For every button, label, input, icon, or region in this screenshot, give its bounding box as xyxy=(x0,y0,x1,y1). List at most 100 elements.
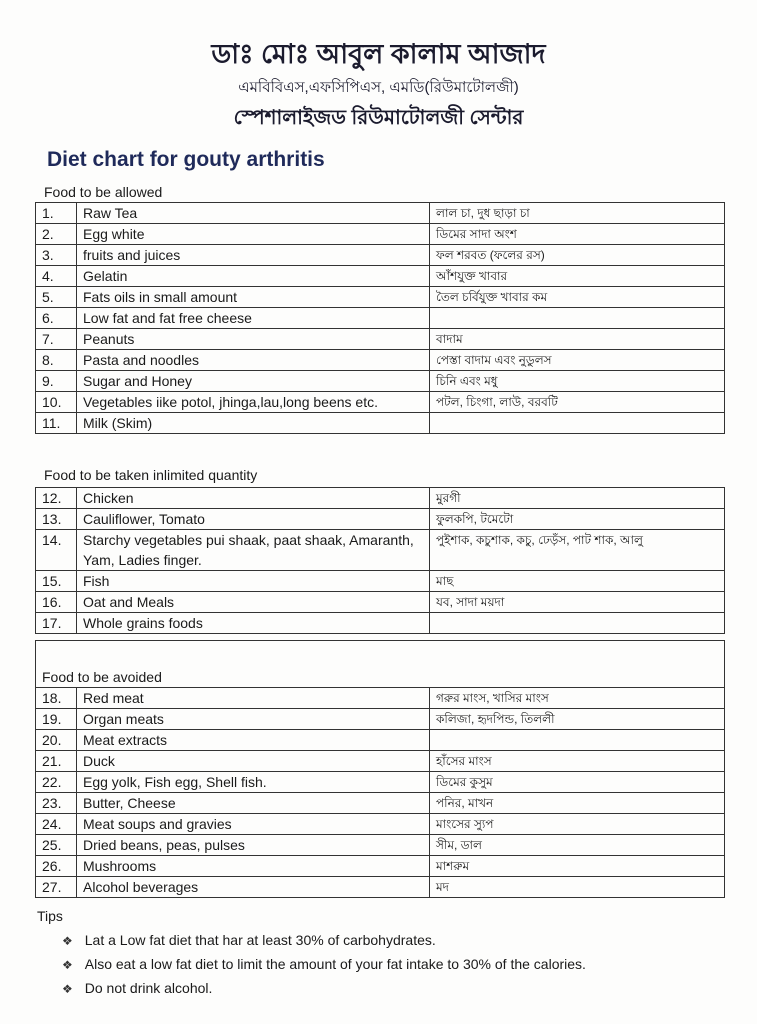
item-number: 19. xyxy=(35,708,77,730)
item-bengali xyxy=(429,307,725,329)
tips-label: Tips xyxy=(37,908,63,924)
item-bengali: বাদাম xyxy=(429,328,725,350)
center-name: স্পেশালাইজড রিউমাটোলজী সেন্টার xyxy=(233,107,524,129)
table-row: 10. Vegetables iike potol, jhinga,lau,lon… xyxy=(35,391,725,413)
table-row: 19. Organ meats কলিজা, হৃদপিন্ড, তিললী xyxy=(35,708,725,730)
item-number: 4. xyxy=(35,265,77,287)
item-bengali: সীম, ডাল xyxy=(429,834,725,856)
table-row: 22. Egg yolk, Fish egg, Shell fish. ডিমের … xyxy=(35,771,725,793)
item-bengali xyxy=(429,412,725,434)
table-row: 24. Meat soups and gravies মাংসের স্যুপ xyxy=(35,813,725,835)
item-english: Low fat and fat free cheese xyxy=(76,307,430,329)
item-bengali: ফুলকপি, টমেটো xyxy=(429,508,725,530)
item-english: Milk (Skim) xyxy=(76,412,430,434)
table-row: 7. Peanuts বাদাম xyxy=(35,328,725,350)
avoided-food-table: Food to be avoided 18. Red meat গরুর মাংস, … xyxy=(35,640,725,898)
doctor-degrees: এমবিবিএস,এফসিপিএস, এমডি(রিউমাটোলজী) xyxy=(238,79,519,96)
item-english: Dried beans, peas, pulses xyxy=(76,834,430,856)
tip-text: Lat a Low fat diet that har at least 30%… xyxy=(84,932,436,948)
item-number: 9. xyxy=(35,370,77,392)
item-bengali: মাশরুম xyxy=(429,855,725,877)
section-label-avoided: Food to be avoided xyxy=(35,640,725,688)
item-english: Pasta and noodles xyxy=(76,349,430,371)
item-bengali: মাছ xyxy=(429,570,725,592)
table-row: 12. Chicken মুরগী xyxy=(35,487,725,509)
table-row: 25. Dried beans, peas, pulses সীম, ডাল xyxy=(35,834,725,856)
item-number: 18. xyxy=(35,687,77,709)
item-bengali: পনির, মাখন xyxy=(429,792,725,814)
item-number: 11. xyxy=(35,412,77,434)
table-row: 15. Fish মাছ xyxy=(35,570,725,592)
tip-text: Do not drink alcohol. xyxy=(84,980,213,996)
item-english: Meat soups and gravies xyxy=(76,813,430,835)
table-row: 13. Cauliflower, Tomato ফুলকপি, টমেটো xyxy=(35,508,725,530)
item-number: 23. xyxy=(35,792,77,814)
item-bengali: আঁশযুক্ত খাবার xyxy=(429,265,725,287)
section-label-limited: Food to be taken inlimited quantity xyxy=(44,467,258,483)
item-number: 16. xyxy=(35,591,77,613)
item-english: Peanuts xyxy=(76,328,430,350)
item-number: 26. xyxy=(35,855,77,877)
table-row: 8. Pasta and noodles পেস্তা বাদাম এবং নুডু… xyxy=(35,349,725,371)
item-english: Raw Tea xyxy=(76,202,430,224)
section-label-allowed: Food to be allowed xyxy=(44,184,163,200)
item-number: 3. xyxy=(35,244,77,266)
item-bengali xyxy=(429,612,725,634)
item-english: Starchy vegetables pui shaak, paat shaak… xyxy=(76,529,430,571)
item-number: 24. xyxy=(35,813,77,835)
table-row: 11. Milk (Skim) xyxy=(35,412,725,434)
table-row: 9. Sugar and Honey চিনি এবং মধু xyxy=(35,370,725,392)
item-english: Butter, Cheese xyxy=(76,792,430,814)
item-number: 5. xyxy=(35,286,77,308)
item-bengali: যব, সাদা ময়দা xyxy=(429,591,725,613)
diamond-bullet-icon: ❖ xyxy=(62,982,73,996)
table-row: 16. Oat and Meals যব, সাদা ময়দা xyxy=(35,591,725,613)
item-number: 6. xyxy=(35,307,77,329)
item-number: 8. xyxy=(35,349,77,371)
table-row: 2. Egg white ডিমের সাদা অংশ xyxy=(35,223,725,245)
item-bengali: পুইশাক, কচুশাক, কচু, ঢেড়ঁস, পাট শাক, আল… xyxy=(429,529,725,571)
limited-food-table: 12. Chicken মুরগী 13. Cauliflower, Tomato ফুল… xyxy=(35,487,725,634)
table-row: 23. Butter, Cheese পনির, মাখন xyxy=(35,792,725,814)
item-english: Fish xyxy=(76,570,430,592)
item-bengali: লাল চা, দুধ ছাড়া চা xyxy=(429,202,725,224)
item-bengali: গরুর মাংস, খাসির মাংস xyxy=(429,687,725,709)
page-title: Diet chart for gouty arthritis xyxy=(47,148,325,171)
item-number: 20. xyxy=(35,729,77,751)
table-row: 4. Gelatin আঁশযুক্ত খাবার xyxy=(35,265,725,287)
item-bengali: মুরগী xyxy=(429,487,725,509)
table-row: 5. Fats oils in small amount তৈল চর্বিযুক্… xyxy=(35,286,725,308)
item-number: 15. xyxy=(35,570,77,592)
diamond-bullet-icon: ❖ xyxy=(62,958,73,972)
item-english: Mushrooms xyxy=(76,855,430,877)
item-number: 12. xyxy=(35,487,77,509)
doctor-name: ডাঃ মোঃ আবুল কালাম আজাদ xyxy=(211,39,546,69)
item-number: 2. xyxy=(35,223,77,245)
item-english: Egg white xyxy=(76,223,430,245)
item-number: 17. xyxy=(35,612,77,634)
item-bengali: ডিমের সাদা অংশ xyxy=(429,223,725,245)
table-row: 20. Meat extracts xyxy=(35,729,725,751)
item-bengali: ডিমের কুসুম xyxy=(429,771,725,793)
item-number: 14. xyxy=(35,529,77,571)
item-english: Red meat xyxy=(76,687,430,709)
item-english: Fats oils in small amount xyxy=(76,286,430,308)
table-row: 6. Low fat and fat free cheese xyxy=(35,307,725,329)
item-english: Oat and Meals xyxy=(76,591,430,613)
item-bengali xyxy=(429,729,725,751)
item-number: 27. xyxy=(35,876,77,898)
item-number: 1. xyxy=(35,202,77,224)
item-english: Gelatin xyxy=(76,265,430,287)
item-number: 22. xyxy=(35,771,77,793)
item-english: Organ meats xyxy=(76,708,430,730)
item-bengali: তৈল চর্বিযুক্ত খাবার কম xyxy=(429,286,725,308)
table-row: 14. Starchy vegetables pui shaak, paat sh… xyxy=(35,529,725,571)
table-row: 21. Duck হাঁসের মাংস xyxy=(35,750,725,772)
item-number: 7. xyxy=(35,328,77,350)
diamond-bullet-icon: ❖ xyxy=(62,934,73,948)
item-bengali: চিনি এবং মধু xyxy=(429,370,725,392)
item-number: 10. xyxy=(35,391,77,413)
tip-item: ❖ Lat a Low fat diet that har at least 30… xyxy=(62,932,436,948)
item-bengali: হাঁসের মাংস xyxy=(429,750,725,772)
